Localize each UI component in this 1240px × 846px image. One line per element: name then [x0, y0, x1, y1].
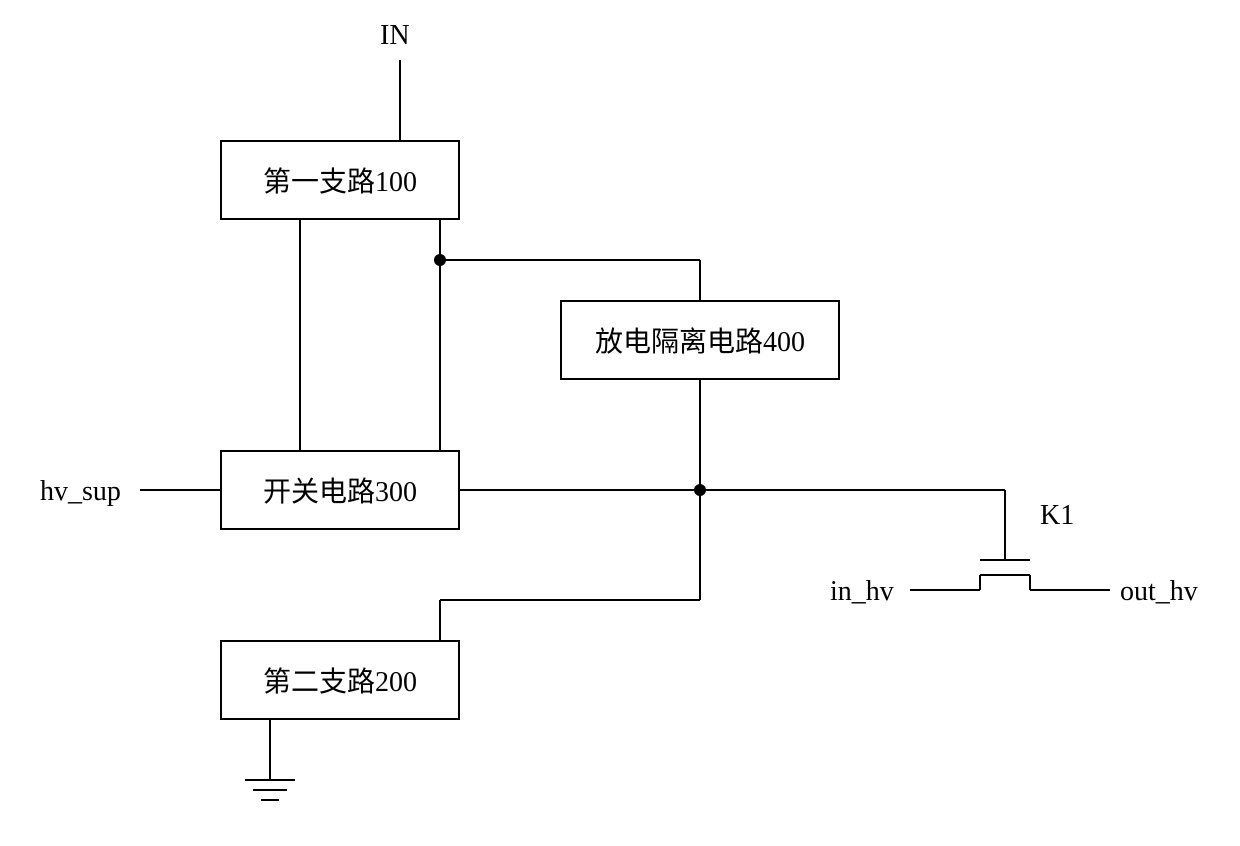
label-in-hv: in_hv — [830, 576, 894, 608]
box-switch-label: 开关电路300 — [263, 470, 417, 510]
label-out-hv: out_hv — [1120, 576, 1198, 608]
box-switch-circuit: 开关电路300 — [220, 450, 460, 530]
box-branch1: 第一支路100 — [220, 140, 460, 220]
box-branch1-label: 第一支路100 — [263, 160, 417, 200]
label-in: IN — [380, 20, 410, 52]
box-branch2: 第二支路200 — [220, 640, 460, 720]
wiring — [0, 0, 1240, 846]
box-discharge-isolation: 放电隔离电路400 — [560, 300, 840, 380]
label-hv-sup: hv_sup — [40, 476, 121, 508]
circuit-diagram: 第一支路100 开关电路300 第二支路200 放电隔离电路400 IN hv_… — [0, 0, 1240, 846]
label-k1: K1 — [1040, 500, 1074, 532]
box-branch2-label: 第二支路200 — [263, 660, 417, 700]
box-discharge-label: 放电隔离电路400 — [595, 320, 805, 360]
